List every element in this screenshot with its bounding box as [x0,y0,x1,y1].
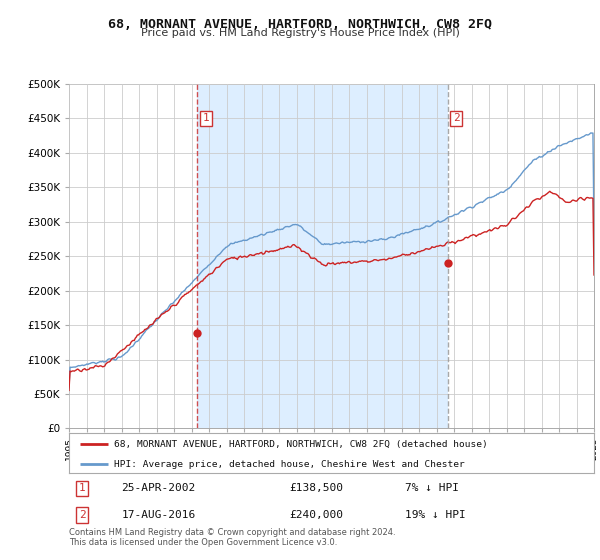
Text: 17-AUG-2016: 17-AUG-2016 [121,510,196,520]
Bar [197,84,448,428]
Text: £138,500: £138,500 [290,483,343,493]
Text: 7% ↓ HPI: 7% ↓ HPI [405,483,459,493]
Text: Price paid vs. HM Land Registry's House Price Index (HPI): Price paid vs. HM Land Registry's House … [140,28,460,38]
Text: 19% ↓ HPI: 19% ↓ HPI [405,510,466,520]
Text: 1: 1 [79,483,86,493]
Text: 1: 1 [202,114,209,123]
Text: 25-APR-2002: 25-APR-2002 [121,483,196,493]
Text: 2: 2 [79,510,86,520]
Text: £240,000: £240,000 [290,510,343,520]
Text: HPI: Average price, detached house, Cheshire West and Chester: HPI: Average price, detached house, Ches… [113,460,464,469]
Text: Contains HM Land Registry data © Crown copyright and database right 2024.
This d: Contains HM Land Registry data © Crown c… [69,528,395,548]
Text: 2: 2 [453,114,460,123]
Text: 68, MORNANT AVENUE, HARTFORD, NORTHWICH, CW8 2FQ: 68, MORNANT AVENUE, HARTFORD, NORTHWICH,… [108,18,492,31]
Text: 68, MORNANT AVENUE, HARTFORD, NORTHWICH, CW8 2FQ (detached house): 68, MORNANT AVENUE, HARTFORD, NORTHWICH,… [113,440,487,449]
